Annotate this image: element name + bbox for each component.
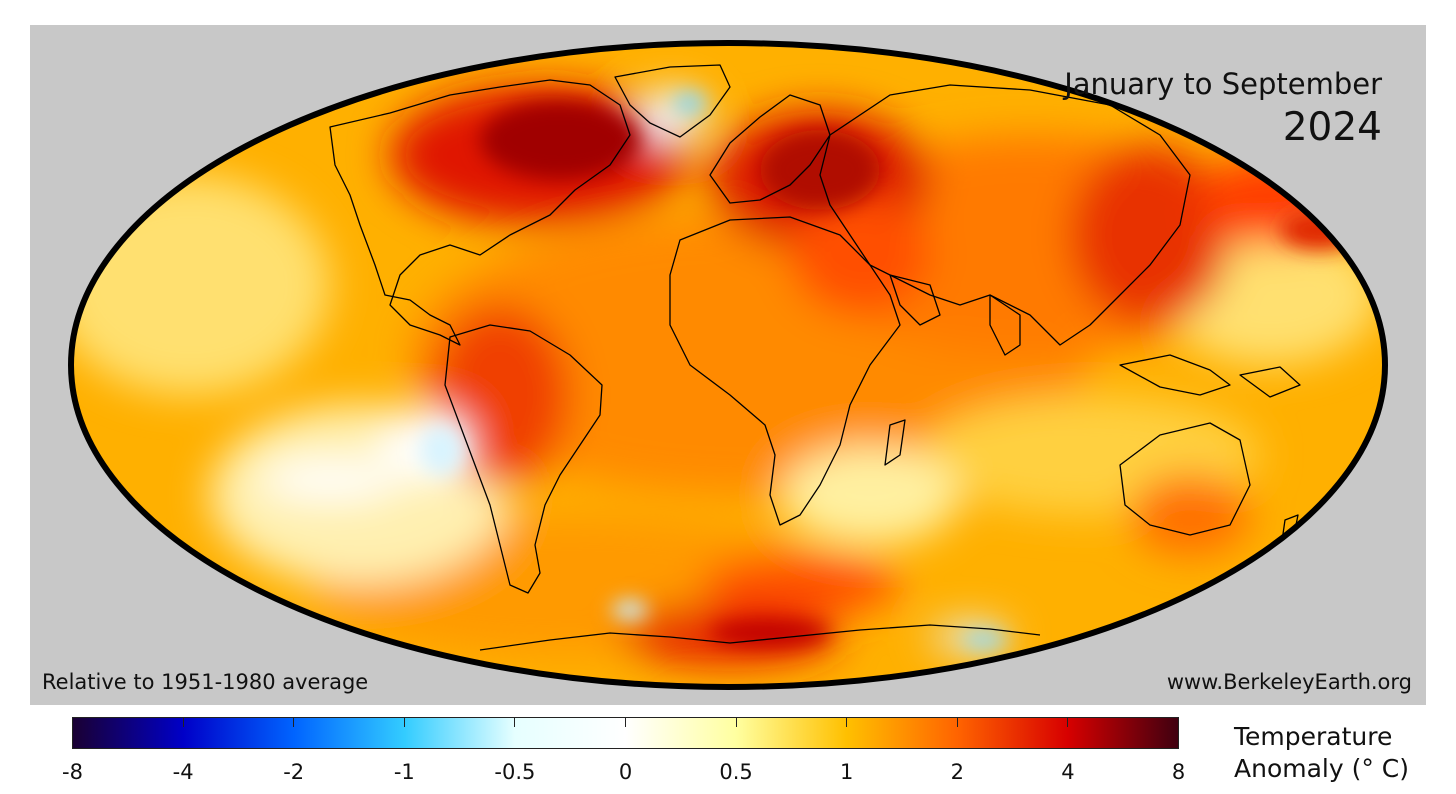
coastlines	[329, 64, 1301, 651]
colorbar-tick-label: -8	[62, 760, 83, 784]
reference-note: Relative to 1951-1980 average	[42, 670, 369, 694]
colorbar-tick-label: 8	[1171, 760, 1186, 784]
colorbar-title-line2: Anomaly (° C)	[1234, 754, 1410, 783]
colorbar-tick-mark	[182, 717, 184, 727]
colorbar-tick-mark	[1067, 717, 1069, 727]
colorbar-tick-label: 4	[1061, 760, 1075, 784]
colorbar-tick-label: -1	[393, 760, 415, 784]
colorbar-tick-mark	[735, 717, 737, 727]
map-panel: January to September 2024	[30, 25, 1426, 705]
globe-outline	[68, 40, 1388, 690]
colorbar-tick-mark	[514, 717, 516, 727]
colorbar-tick-label: 0	[618, 760, 633, 784]
colorbar-title-line1: Temperature	[1234, 722, 1393, 751]
map-title-year: 2024	[1282, 105, 1382, 150]
colorbar-tick-label: 1	[840, 760, 854, 784]
colorbar-tick-label: -4	[172, 760, 194, 784]
colorbar-tick-label: -2	[283, 760, 305, 784]
anomaly-map	[68, 40, 1388, 690]
colorbar-tick-mark	[72, 717, 73, 727]
colorbar-tick-mark	[1178, 717, 1179, 727]
colorbar-tick-mark	[625, 717, 626, 727]
anomaly-field	[71, 43, 1385, 687]
colorbar-tick-mark	[846, 717, 848, 727]
colorbar-tick-mark	[403, 717, 405, 727]
colorbar-tick-mark	[956, 717, 958, 727]
colorbar-tick-label: 2	[950, 760, 964, 784]
colorbar-tick-mark	[293, 717, 295, 727]
colorbar-tick-label: -0.5	[494, 760, 536, 784]
map-title-period: January to September	[1064, 67, 1382, 101]
source-url: www.BerkeleyEarth.org	[1166, 670, 1412, 694]
colorbar-tick-label: 0.5	[719, 760, 753, 784]
